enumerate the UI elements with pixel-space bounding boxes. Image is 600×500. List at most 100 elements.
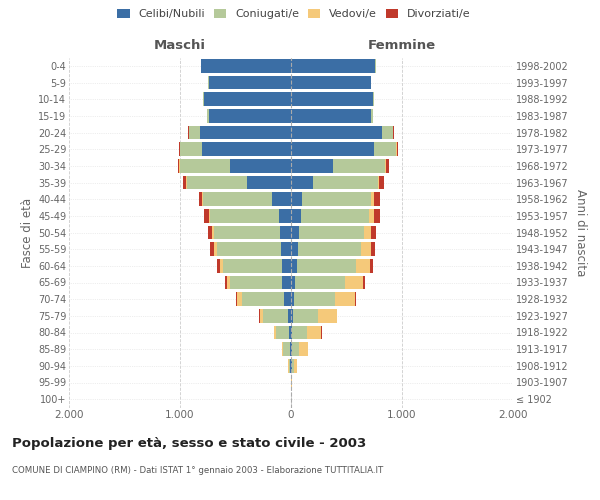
Bar — [227, 276, 230, 289]
Bar — [281, 242, 291, 256]
Bar — [291, 192, 302, 206]
Text: Maschi: Maschi — [154, 40, 206, 52]
Bar — [371, 226, 376, 239]
Bar — [379, 176, 384, 190]
Bar — [291, 176, 313, 190]
Bar — [276, 326, 289, 340]
Bar — [236, 292, 242, 306]
Bar — [287, 309, 291, 322]
Bar — [299, 226, 364, 239]
Bar — [223, 259, 281, 272]
Bar — [295, 276, 346, 289]
Bar — [377, 176, 379, 190]
Bar — [242, 292, 284, 306]
Bar — [374, 192, 380, 206]
Bar — [274, 326, 276, 340]
Bar — [291, 109, 371, 122]
Bar — [346, 276, 363, 289]
Bar — [291, 326, 292, 340]
Bar — [292, 359, 294, 372]
Bar — [178, 159, 179, 172]
Bar — [335, 292, 355, 306]
Bar — [203, 92, 205, 106]
Bar — [230, 276, 282, 289]
Bar — [291, 226, 299, 239]
Bar — [214, 226, 280, 239]
Bar — [206, 109, 209, 122]
Bar — [385, 159, 386, 172]
Bar — [202, 142, 291, 156]
Bar — [201, 59, 291, 72]
Bar — [260, 309, 263, 322]
Bar — [291, 259, 296, 272]
Bar — [282, 342, 283, 356]
Bar — [291, 76, 371, 90]
Bar — [371, 192, 374, 206]
Bar — [210, 242, 214, 256]
Y-axis label: Fasce di età: Fasce di età — [20, 198, 34, 268]
Bar — [282, 276, 291, 289]
Bar — [217, 242, 281, 256]
Bar — [217, 259, 220, 272]
Bar — [230, 159, 291, 172]
Bar — [187, 176, 247, 190]
Bar — [203, 192, 272, 206]
Bar — [370, 259, 373, 272]
Bar — [361, 242, 371, 256]
Bar — [386, 159, 389, 172]
Bar — [302, 192, 371, 206]
Bar — [205, 209, 209, 222]
Bar — [355, 292, 356, 306]
Bar — [363, 276, 365, 289]
Bar — [189, 126, 200, 140]
Y-axis label: Anni di nascita: Anni di nascita — [574, 189, 587, 276]
Bar — [317, 309, 337, 322]
Bar — [371, 109, 373, 122]
Bar — [292, 342, 299, 356]
Bar — [284, 292, 291, 306]
Bar — [209, 76, 291, 90]
Bar — [294, 359, 297, 372]
Bar — [313, 176, 377, 190]
Bar — [301, 209, 369, 222]
Bar — [299, 342, 308, 356]
Bar — [295, 292, 335, 306]
Bar — [368, 209, 374, 222]
Bar — [283, 342, 290, 356]
Bar — [208, 226, 212, 239]
Text: COMUNE DI CIAMPINO (RM) - Dati ISTAT 1° gennaio 2003 - Elaborazione TUTTITALIA.I: COMUNE DI CIAMPINO (RM) - Dati ISTAT 1° … — [12, 466, 383, 475]
Bar — [373, 92, 374, 106]
Bar — [291, 209, 301, 222]
Bar — [200, 126, 291, 140]
Bar — [180, 142, 202, 156]
Bar — [225, 276, 227, 289]
Bar — [307, 326, 321, 340]
Bar — [374, 142, 397, 156]
Bar — [290, 342, 291, 356]
Bar — [184, 176, 186, 190]
Bar — [291, 159, 333, 172]
Bar — [220, 259, 223, 272]
Bar — [263, 309, 287, 322]
Bar — [209, 209, 210, 222]
Bar — [214, 242, 217, 256]
Bar — [333, 159, 385, 172]
Bar — [382, 126, 393, 140]
Text: Popolazione per età, sesso e stato civile - 2003: Popolazione per età, sesso e stato civil… — [12, 438, 366, 450]
Bar — [364, 226, 371, 239]
Bar — [209, 109, 291, 122]
Bar — [371, 242, 376, 256]
Bar — [202, 192, 203, 206]
Bar — [279, 209, 291, 222]
Bar — [281, 259, 291, 272]
Bar — [291, 309, 293, 322]
Bar — [291, 142, 374, 156]
Bar — [289, 359, 290, 372]
Bar — [272, 192, 291, 206]
Bar — [180, 159, 230, 172]
Bar — [356, 259, 370, 272]
Bar — [291, 342, 292, 356]
Bar — [374, 209, 380, 222]
Bar — [291, 59, 376, 72]
Bar — [298, 242, 361, 256]
